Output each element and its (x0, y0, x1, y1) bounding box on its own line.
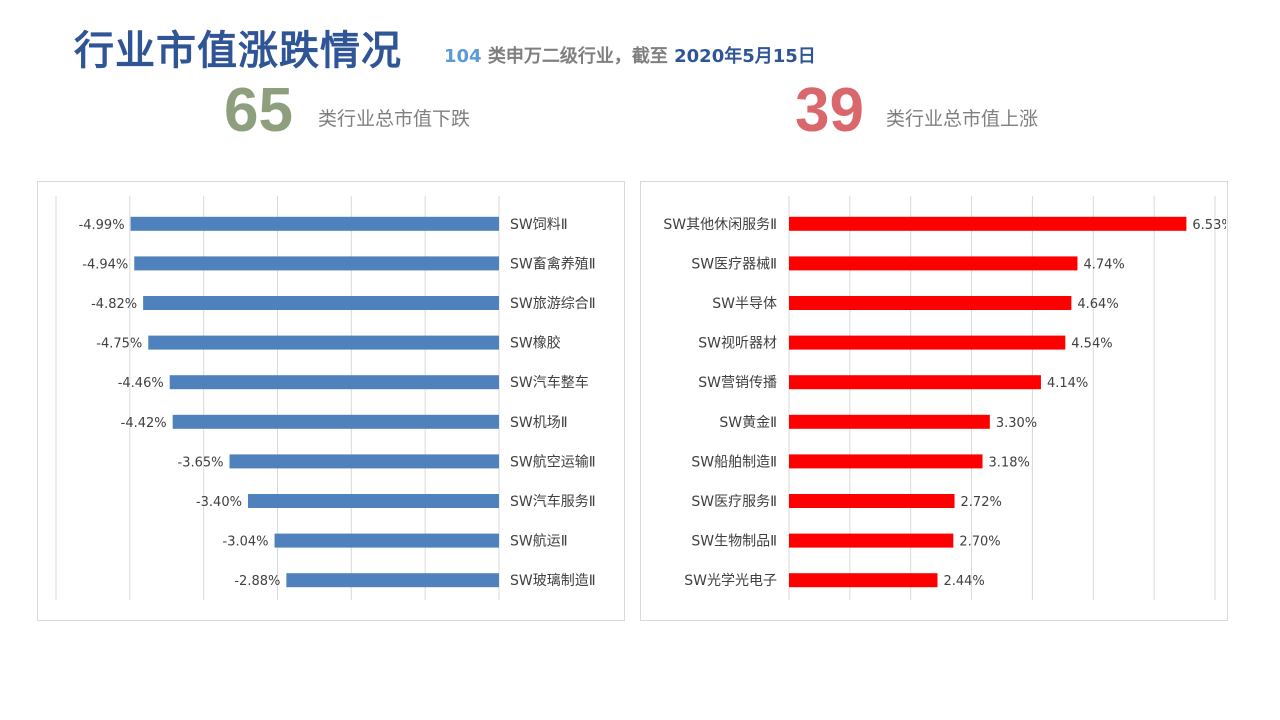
category-label: SW畜禽养殖Ⅱ (510, 255, 596, 272)
bar (229, 454, 499, 469)
bar (169, 375, 499, 390)
bar (172, 414, 499, 429)
category-label: SW黄金Ⅱ (719, 414, 777, 431)
category-label: SW视听器材 (698, 336, 777, 352)
category-label: SW医疗服务Ⅱ (691, 494, 777, 510)
bar (143, 296, 499, 310)
category-label: SW航运Ⅱ (510, 534, 568, 550)
bar (789, 533, 954, 548)
up-count: 39 (795, 76, 864, 145)
decline-chart-panel: -4.99% SW饲料Ⅱ -4.94% SW畜禽养殖Ⅱ -4.82% SW旅游综合Ⅱ -4.… (37, 181, 625, 621)
bar (789, 573, 938, 588)
bar (789, 296, 1072, 310)
down-count: 65 (224, 76, 293, 145)
data-label: -4.99% (79, 218, 125, 233)
category-label: SW饲料Ⅱ (510, 217, 568, 233)
data-label: 6.53% (1192, 218, 1226, 233)
data-label: 3.18% (989, 455, 1030, 470)
category-label: SW汽车整车 (510, 374, 589, 391)
data-label: 4.14% (1047, 376, 1088, 391)
industry-count: 104 (444, 46, 482, 67)
bar (789, 335, 1066, 350)
bar (789, 414, 990, 429)
category-label: SW汽车服务Ⅱ (510, 493, 596, 510)
category-label: SW半导体 (712, 296, 777, 312)
data-label: -3.04% (223, 535, 269, 550)
data-label: -2.88% (234, 574, 280, 589)
category-label: SW玻璃制造Ⅱ (510, 572, 596, 589)
data-label: -3.40% (196, 495, 242, 510)
category-label: SW旅游综合Ⅱ (510, 296, 596, 312)
up-label: 类行业总市值上涨 (886, 108, 1039, 130)
category-label: SW光学光电子 (684, 573, 777, 589)
bar (134, 256, 499, 271)
bar (789, 454, 983, 469)
category-label: SW橡胶 (510, 335, 561, 352)
category-label: SW生物制品Ⅱ (691, 534, 777, 550)
page-subtitle: 104 类申万二级行业，截至 2020年5月15日 (444, 42, 816, 68)
data-label: -4.94% (82, 257, 128, 272)
bar (789, 494, 955, 508)
category-label: SW航空运输Ⅱ (510, 454, 596, 470)
data-label: -4.46% (118, 376, 164, 391)
data-label: 3.30% (996, 416, 1037, 431)
category-label: SW其他休闲服务Ⅱ (663, 217, 777, 233)
bar (789, 375, 1041, 390)
rise-chart-panel: 6.53% SW其他休闲服务Ⅱ 4.74% SW医疗器械Ⅱ 4.64% SW半导体 4.54… (640, 181, 1234, 621)
bar (148, 335, 499, 350)
subtitle-text: 类申万二级行业，截至 (481, 46, 675, 67)
data-label: -4.82% (91, 297, 137, 312)
decline-bar-chart: -4.99% SW饲料Ⅱ -4.94% SW畜禽养殖Ⅱ -4.82% SW旅游综合Ⅱ -4.… (55, 196, 596, 600)
data-label: -3.65% (178, 455, 224, 470)
category-label: SW医疗器械Ⅱ (691, 256, 777, 272)
bar (130, 216, 499, 231)
data-label: 4.64% (1077, 297, 1118, 312)
bar (247, 494, 499, 508)
data-label: 2.44% (943, 574, 984, 589)
data-label: -4.42% (121, 416, 167, 431)
bar (286, 573, 499, 588)
data-label: 4.74% (1083, 257, 1124, 272)
category-label: SW船舶制造Ⅱ (691, 454, 777, 470)
bar (789, 216, 1187, 231)
rise-bar-chart: 6.53% SW其他休闲服务Ⅱ 4.74% SW医疗器械Ⅱ 4.64% SW半导体 4.54… (663, 196, 1234, 600)
bar (789, 256, 1078, 271)
bar (274, 533, 499, 548)
data-label: 2.70% (959, 535, 1000, 550)
down-label: 类行业总市值下跌 (318, 108, 471, 130)
data-label: 4.54% (1071, 337, 1112, 352)
subtitle-date: 2020年5月15日 (674, 46, 816, 67)
category-label: SW机场Ⅱ (510, 415, 568, 431)
page-title: 行业市值涨跌情况 (74, 28, 402, 74)
data-label: -4.75% (96, 337, 142, 352)
data-label: 2.72% (961, 495, 1002, 510)
category-label: SW营销传播 (698, 375, 777, 391)
